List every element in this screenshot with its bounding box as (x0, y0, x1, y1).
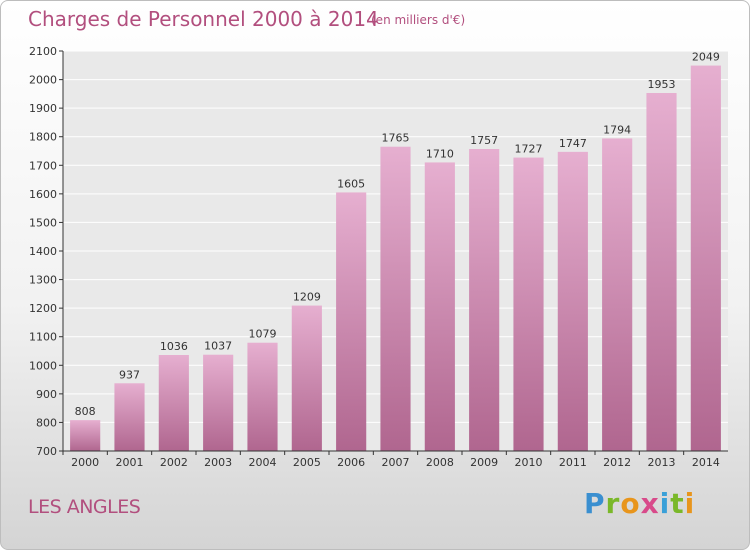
brand-letter: o (620, 487, 641, 520)
bar-2010 (513, 157, 544, 452)
value-label-2003: 1037 (204, 340, 232, 353)
x-tick-label-2000: 2000 (71, 456, 99, 469)
bar-2004 (247, 342, 278, 451)
x-tick-label-2014: 2014 (692, 456, 720, 469)
value-label-2004: 1079 (249, 328, 277, 341)
y-tick-label: 900 (36, 388, 57, 401)
y-tick-label: 1300 (29, 274, 57, 287)
x-tick-label-2002: 2002 (160, 456, 188, 469)
bar-2011 (557, 151, 588, 451)
x-tick-label-2010: 2010 (515, 456, 543, 469)
bar-2007 (380, 146, 411, 451)
value-label-2002: 1036 (160, 340, 188, 353)
x-tick-label-2012: 2012 (603, 456, 631, 469)
value-label-2010: 1727 (515, 143, 543, 156)
value-label-2014: 2049 (692, 51, 720, 64)
value-label-2012: 1794 (603, 123, 631, 136)
value-label-2007: 1765 (382, 132, 410, 145)
y-tick-label: 1900 (29, 102, 57, 115)
x-tick-label-2004: 2004 (249, 456, 277, 469)
y-tick-label: 1100 (29, 331, 57, 344)
value-label-2001: 937 (119, 368, 140, 381)
x-tick-label-2005: 2005 (293, 456, 321, 469)
y-tick-label: 700 (36, 445, 57, 458)
y-tick-label: 1500 (29, 216, 57, 229)
bar-2003 (203, 354, 234, 451)
bar-2012 (602, 138, 633, 451)
value-label-2006: 1605 (337, 177, 365, 190)
brand-letter: r (605, 487, 621, 520)
bar-2000 (70, 420, 101, 451)
brand-letter: P (584, 487, 606, 520)
bar-2009 (469, 149, 500, 451)
value-label-2005: 1209 (293, 291, 321, 304)
brand-letter: i (659, 487, 671, 520)
commune-name: LES ANGLES (28, 496, 141, 518)
x-tick-label-2009: 2009 (470, 456, 498, 469)
brand-letter: t (670, 487, 685, 520)
bar-2014 (690, 65, 721, 452)
brand-letter: i (684, 487, 696, 520)
bar-2008 (424, 162, 455, 451)
y-tick-label: 2100 (29, 45, 57, 58)
y-tick-label: 1700 (29, 159, 57, 172)
x-tick-label-2006: 2006 (337, 456, 365, 469)
y-tick-label: 1800 (29, 131, 57, 144)
x-tick-label-2007: 2007 (382, 456, 410, 469)
bar-2005 (291, 305, 322, 451)
y-tick-label: 1200 (29, 302, 57, 315)
y-tick-label: 1600 (29, 188, 57, 201)
value-label-2013: 1953 (648, 78, 676, 91)
chart-title: Charges de Personnel 2000 à 2014 (28, 7, 379, 31)
x-axis: 2000 2001 2002 2003 2004 2005 2006 2007 2008 2009… (62, 450, 728, 469)
x-tick-label-2003: 2003 (204, 456, 232, 469)
bar-2013 (646, 93, 677, 451)
value-label-2009: 1757 (470, 134, 498, 147)
x-tick-label-2008: 2008 (426, 456, 454, 469)
y-tick-label: 1400 (29, 245, 57, 258)
brand-letter: x (640, 487, 660, 520)
unit-note: (en milliers d'€) (371, 13, 466, 27)
x-tick-label-2013: 2013 (648, 456, 676, 469)
y-axis: 700 800 900 1000 1100 1200 1300 1400 1500 1600 170… (29, 45, 64, 458)
value-label-2008: 1710 (426, 147, 454, 160)
value-label-2000: 808 (75, 405, 96, 418)
y-tick-label: 2000 (29, 74, 57, 87)
bars: 808 937 1036 1037 1079 1209 1605 1765 1710 1757 17… (70, 51, 721, 452)
x-tick-label-2011: 2011 (559, 456, 587, 469)
bar-2002 (158, 355, 189, 451)
proxiti-logo: Proxiti (584, 487, 695, 520)
y-tick-label: 800 (36, 416, 57, 429)
value-label-2011: 1747 (559, 137, 587, 150)
bar-2001 (114, 383, 145, 451)
bar-2006 (336, 192, 367, 451)
x-tick-label-2001: 2001 (116, 456, 144, 469)
y-tick-label: 1000 (29, 359, 57, 372)
